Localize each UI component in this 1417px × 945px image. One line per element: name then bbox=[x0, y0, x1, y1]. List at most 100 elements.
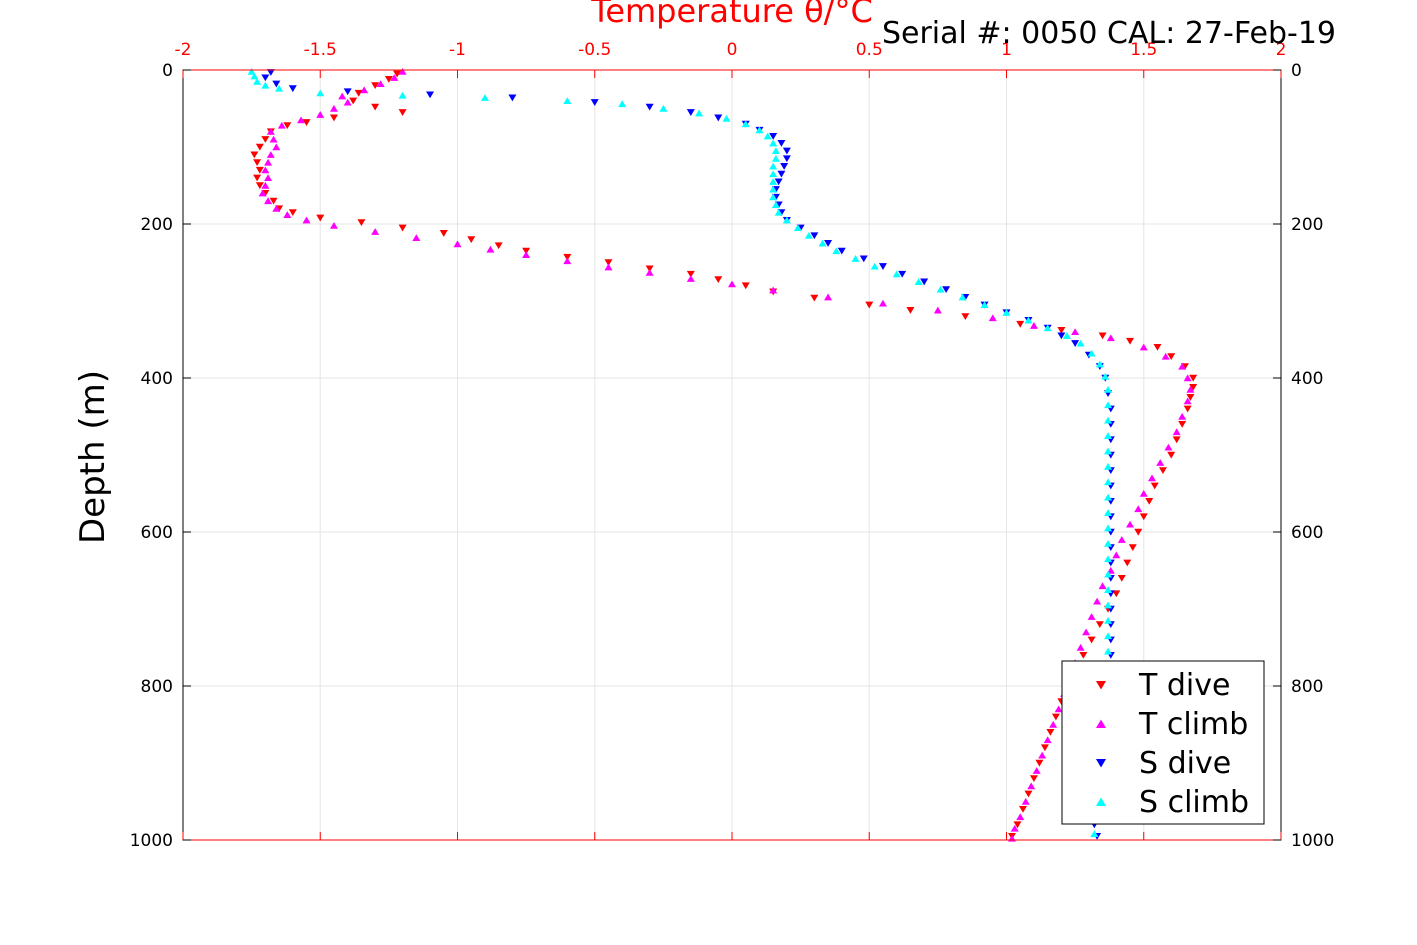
data-point bbox=[1079, 652, 1088, 659]
data-point bbox=[275, 84, 284, 92]
data-point bbox=[349, 97, 358, 105]
data-point bbox=[269, 135, 278, 143]
data-point bbox=[1024, 790, 1033, 798]
data-point bbox=[774, 208, 783, 216]
data-point bbox=[398, 224, 407, 232]
data-point bbox=[604, 263, 613, 271]
data-point bbox=[728, 280, 736, 288]
data-point bbox=[1104, 447, 1113, 455]
data-point bbox=[1167, 353, 1176, 361]
data-point bbox=[1104, 632, 1113, 640]
data-point bbox=[782, 216, 791, 224]
data-point bbox=[898, 270, 907, 278]
y-tick-label-right: 1000 bbox=[1291, 831, 1334, 851]
data-point bbox=[371, 103, 380, 111]
data-point bbox=[777, 139, 786, 147]
data-point bbox=[1145, 498, 1154, 505]
data-point bbox=[1104, 616, 1113, 624]
y-tick-label-left: 600 bbox=[141, 523, 173, 543]
data-point bbox=[1161, 352, 1170, 360]
data-point bbox=[522, 251, 531, 258]
data-point bbox=[774, 178, 783, 186]
data-point bbox=[398, 91, 407, 99]
data-point bbox=[1057, 327, 1066, 334]
data-point bbox=[769, 139, 778, 147]
data-point bbox=[769, 162, 778, 170]
data-point bbox=[261, 166, 270, 174]
data-point bbox=[283, 211, 292, 218]
y-tick-label-right: 200 bbox=[1291, 215, 1323, 235]
data-point bbox=[1104, 385, 1113, 393]
data-point bbox=[316, 214, 325, 222]
data-point bbox=[804, 231, 813, 239]
data-point bbox=[1087, 349, 1096, 357]
data-point bbox=[272, 143, 281, 151]
y-tick-label-right: 400 bbox=[1291, 369, 1323, 389]
legend-marker bbox=[1096, 797, 1106, 806]
data-point bbox=[1156, 459, 1165, 466]
data-point bbox=[1126, 337, 1135, 345]
data-point bbox=[769, 185, 778, 193]
data-point bbox=[1040, 744, 1049, 752]
legend-entry-label: T dive bbox=[1138, 668, 1230, 703]
data-point bbox=[1018, 806, 1027, 813]
data-point bbox=[261, 74, 270, 82]
data-point bbox=[426, 91, 435, 99]
data-point bbox=[782, 155, 791, 163]
data-point bbox=[1117, 575, 1126, 582]
y-tick-label-left: 400 bbox=[141, 369, 173, 389]
data-point bbox=[769, 178, 778, 185]
series-t-dive bbox=[250, 70, 1198, 840]
data-point bbox=[659, 104, 668, 112]
data-point bbox=[1016, 813, 1025, 821]
data-point bbox=[1104, 401, 1113, 409]
data-point bbox=[645, 265, 654, 273]
data-point bbox=[1043, 324, 1052, 332]
legend-marker bbox=[1096, 681, 1106, 690]
data-point bbox=[283, 122, 292, 130]
data-point bbox=[1128, 544, 1137, 551]
data-point bbox=[878, 299, 887, 307]
data-point bbox=[1104, 416, 1113, 424]
legend-entry-label: S dive bbox=[1139, 746, 1231, 781]
y-tick-label-left: 0 bbox=[162, 61, 173, 81]
data-point bbox=[1104, 647, 1113, 655]
data-point bbox=[988, 314, 997, 322]
data-point bbox=[1104, 570, 1113, 578]
data-point bbox=[837, 247, 846, 255]
data-point bbox=[810, 232, 819, 240]
data-point bbox=[1112, 551, 1121, 559]
y-tick-label-right: 600 bbox=[1291, 523, 1323, 543]
data-point bbox=[1076, 643, 1085, 651]
data-point bbox=[771, 154, 780, 162]
data-point bbox=[771, 201, 780, 208]
data-point bbox=[1172, 436, 1181, 444]
series-t-climb bbox=[258, 67, 1195, 842]
chart-subtitle: Serial #: 0050 CAL: 27-Feb-19 bbox=[882, 16, 1336, 51]
data-point bbox=[398, 67, 407, 75]
x-tick-label: -1 bbox=[449, 40, 466, 60]
data-point bbox=[865, 301, 874, 309]
data-point bbox=[1139, 489, 1148, 497]
data-point bbox=[695, 109, 704, 117]
data-point bbox=[618, 100, 627, 108]
data-point bbox=[261, 181, 270, 189]
data-point bbox=[906, 307, 915, 314]
data-point bbox=[1029, 775, 1038, 782]
data-point bbox=[1134, 528, 1143, 536]
data-point bbox=[1027, 782, 1036, 790]
data-point bbox=[439, 230, 448, 237]
data-point bbox=[824, 293, 833, 301]
y-axis-ticks-left: 0 200 400 600 800 1000 bbox=[130, 61, 191, 851]
x-tick-label: 1 bbox=[1001, 40, 1012, 60]
data-point bbox=[769, 286, 778, 294]
data-point bbox=[870, 262, 879, 270]
data-point bbox=[1178, 362, 1187, 370]
data-point bbox=[892, 270, 901, 278]
data-point bbox=[261, 81, 270, 89]
chart-title: Temperature θ/°C bbox=[590, 0, 873, 30]
data-point bbox=[1134, 505, 1143, 513]
data-point bbox=[722, 114, 731, 122]
data-point bbox=[1046, 729, 1055, 736]
data-point bbox=[357, 219, 366, 227]
